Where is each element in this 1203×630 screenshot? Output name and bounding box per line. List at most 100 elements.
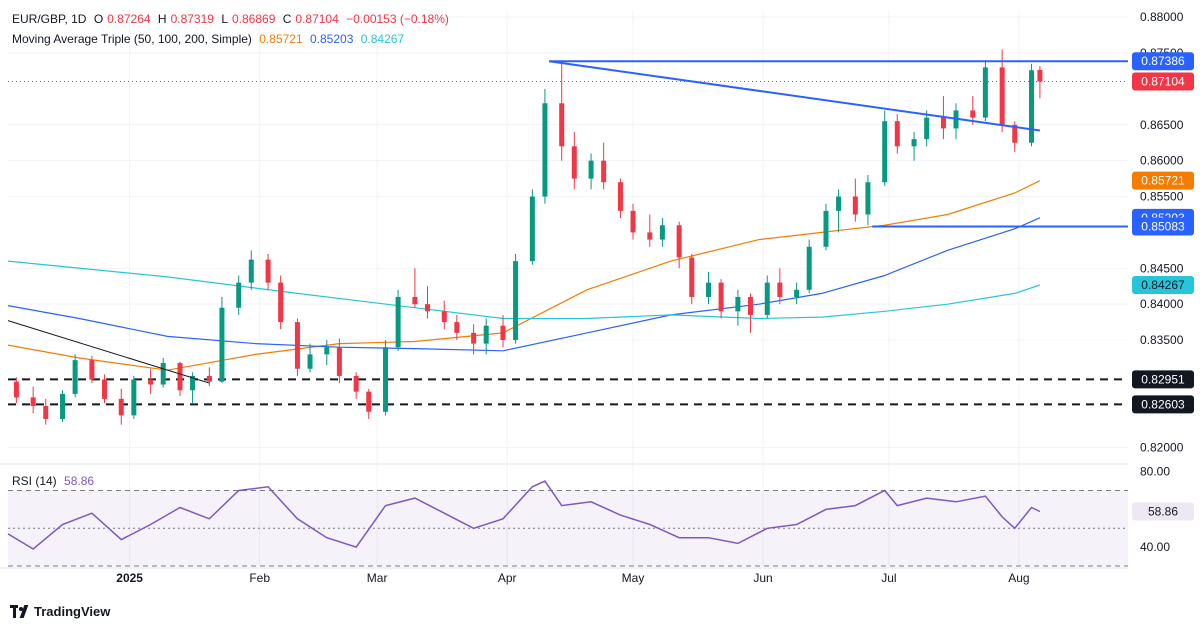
candle-body xyxy=(1029,70,1035,143)
candle-body xyxy=(1037,69,1043,82)
candle-body xyxy=(353,375,359,392)
candle-body xyxy=(836,196,842,211)
candle-body xyxy=(72,360,78,394)
price-tag-label: 0.82951 xyxy=(1141,372,1185,386)
price-grid xyxy=(0,10,1128,569)
candle-body xyxy=(131,379,137,416)
price-tag xyxy=(1132,52,1194,71)
price-tag-label: 0.82603 xyxy=(1141,397,1185,411)
candle-body xyxy=(395,296,401,348)
trendline xyxy=(548,60,1041,132)
rsi-tag xyxy=(1132,502,1194,521)
candle-body xyxy=(659,225,665,240)
ma-title[interactable]: Moving Average Triple (50, 100, 200, Sim… xyxy=(12,32,252,46)
brand-name: TradingView xyxy=(34,604,111,619)
candle-body xyxy=(278,282,284,323)
moving-average-line xyxy=(7,217,1041,352)
price-tag xyxy=(1132,395,1194,414)
y-tick-label: 0.85500 xyxy=(1140,190,1184,204)
candle-body xyxy=(1012,124,1018,143)
candle-body xyxy=(500,325,506,341)
candle-body xyxy=(219,307,225,382)
rsi-pane xyxy=(7,480,1128,567)
candle-body xyxy=(424,304,430,312)
candle-body xyxy=(571,146,577,179)
rsi-tick-label: 80.00 xyxy=(1140,465,1170,479)
candle-body xyxy=(236,282,242,308)
price-tag-label: 0.87386 xyxy=(1141,54,1185,68)
candle-body xyxy=(366,391,372,412)
time-axis[interactable]: 2025 Feb Mar Apr May Jun Jul Aug xyxy=(116,571,1029,585)
high-value: 0.87319 xyxy=(170,12,214,26)
x-tick-label: Aug xyxy=(1008,571,1029,585)
candle-body xyxy=(265,259,271,283)
x-tick-label: Feb xyxy=(249,571,270,585)
candle-body xyxy=(647,232,653,240)
symbol-label[interactable]: EUR/GBP, 1D xyxy=(12,12,87,26)
candle-body xyxy=(542,103,548,197)
price-tag-label: 0.87104 xyxy=(1141,74,1185,88)
candle-body xyxy=(101,379,107,399)
tradingview-icon xyxy=(10,605,30,618)
candle-body xyxy=(852,196,858,215)
candle-body xyxy=(483,325,489,344)
rsi-line xyxy=(7,480,1041,550)
candle-body xyxy=(190,375,196,391)
rsi-value: 58.86 xyxy=(64,474,95,488)
price-tag xyxy=(1132,217,1194,236)
candle-body xyxy=(206,375,212,382)
rsi-legend: RSI (14) 58.86 xyxy=(12,474,98,488)
candle-body xyxy=(982,67,988,118)
price-tag-label: 0.84267 xyxy=(1141,278,1185,292)
ma-legend: Moving Average Triple (50, 100, 200, Sim… xyxy=(12,32,408,46)
candle-body xyxy=(471,332,477,344)
candle-body xyxy=(865,182,871,215)
ohlc-header: EUR/GBP, 1D O 0.87264 H 0.87319 L 0.86869 C… xyxy=(12,12,449,26)
candle-body xyxy=(718,282,724,312)
ma200-value: 0.84267 xyxy=(360,32,405,46)
candle-body xyxy=(689,257,695,297)
candle-body xyxy=(89,360,95,380)
price-tag xyxy=(1132,370,1194,389)
price-tag xyxy=(1132,276,1194,295)
y-tick-label: 0.82000 xyxy=(1140,441,1184,455)
candle-body xyxy=(777,282,783,297)
x-tick-label: 2025 xyxy=(116,571,143,585)
candle-body xyxy=(601,160,607,183)
x-tick-label: Jun xyxy=(753,571,772,585)
candle-body xyxy=(160,362,166,385)
y-tick-label: 0.86500 xyxy=(1140,118,1184,132)
x-tick-label: Jul xyxy=(881,571,896,585)
price-tag xyxy=(1132,72,1194,91)
price-tag xyxy=(1132,171,1194,190)
tradingview-logo[interactable]: TradingView xyxy=(10,604,110,619)
change-value: −0.00153 (−0.18%) xyxy=(346,12,449,26)
open-value: 0.87264 xyxy=(107,12,151,26)
candle-body xyxy=(441,311,447,323)
trendline xyxy=(7,320,210,384)
candle-body xyxy=(940,117,946,129)
candle-body xyxy=(747,296,753,315)
candle-body xyxy=(60,393,66,419)
candle-body xyxy=(676,225,682,258)
y-tick-label: 0.84500 xyxy=(1140,261,1184,275)
candle-body xyxy=(177,362,183,391)
moving-average-line xyxy=(7,260,1041,320)
candle-body xyxy=(764,282,770,315)
rsi-title[interactable]: RSI (14) xyxy=(12,474,57,488)
x-tick-label: May xyxy=(622,571,645,585)
candle-body xyxy=(588,160,594,179)
candle-body xyxy=(148,379,154,385)
price-tag-label: 0.85083 xyxy=(1141,219,1185,233)
y-tick-label: 0.86000 xyxy=(1140,154,1184,168)
trendlines xyxy=(7,60,1128,384)
candle-body xyxy=(735,296,741,312)
candle-body xyxy=(294,322,300,369)
candle-body xyxy=(336,347,342,376)
candle-body xyxy=(383,347,389,412)
candle-body xyxy=(529,196,535,262)
candle-body xyxy=(43,406,49,419)
rsi-tag-label: 58.86 xyxy=(1148,505,1178,519)
candle-body xyxy=(894,121,900,147)
moving-averages xyxy=(7,180,1041,371)
